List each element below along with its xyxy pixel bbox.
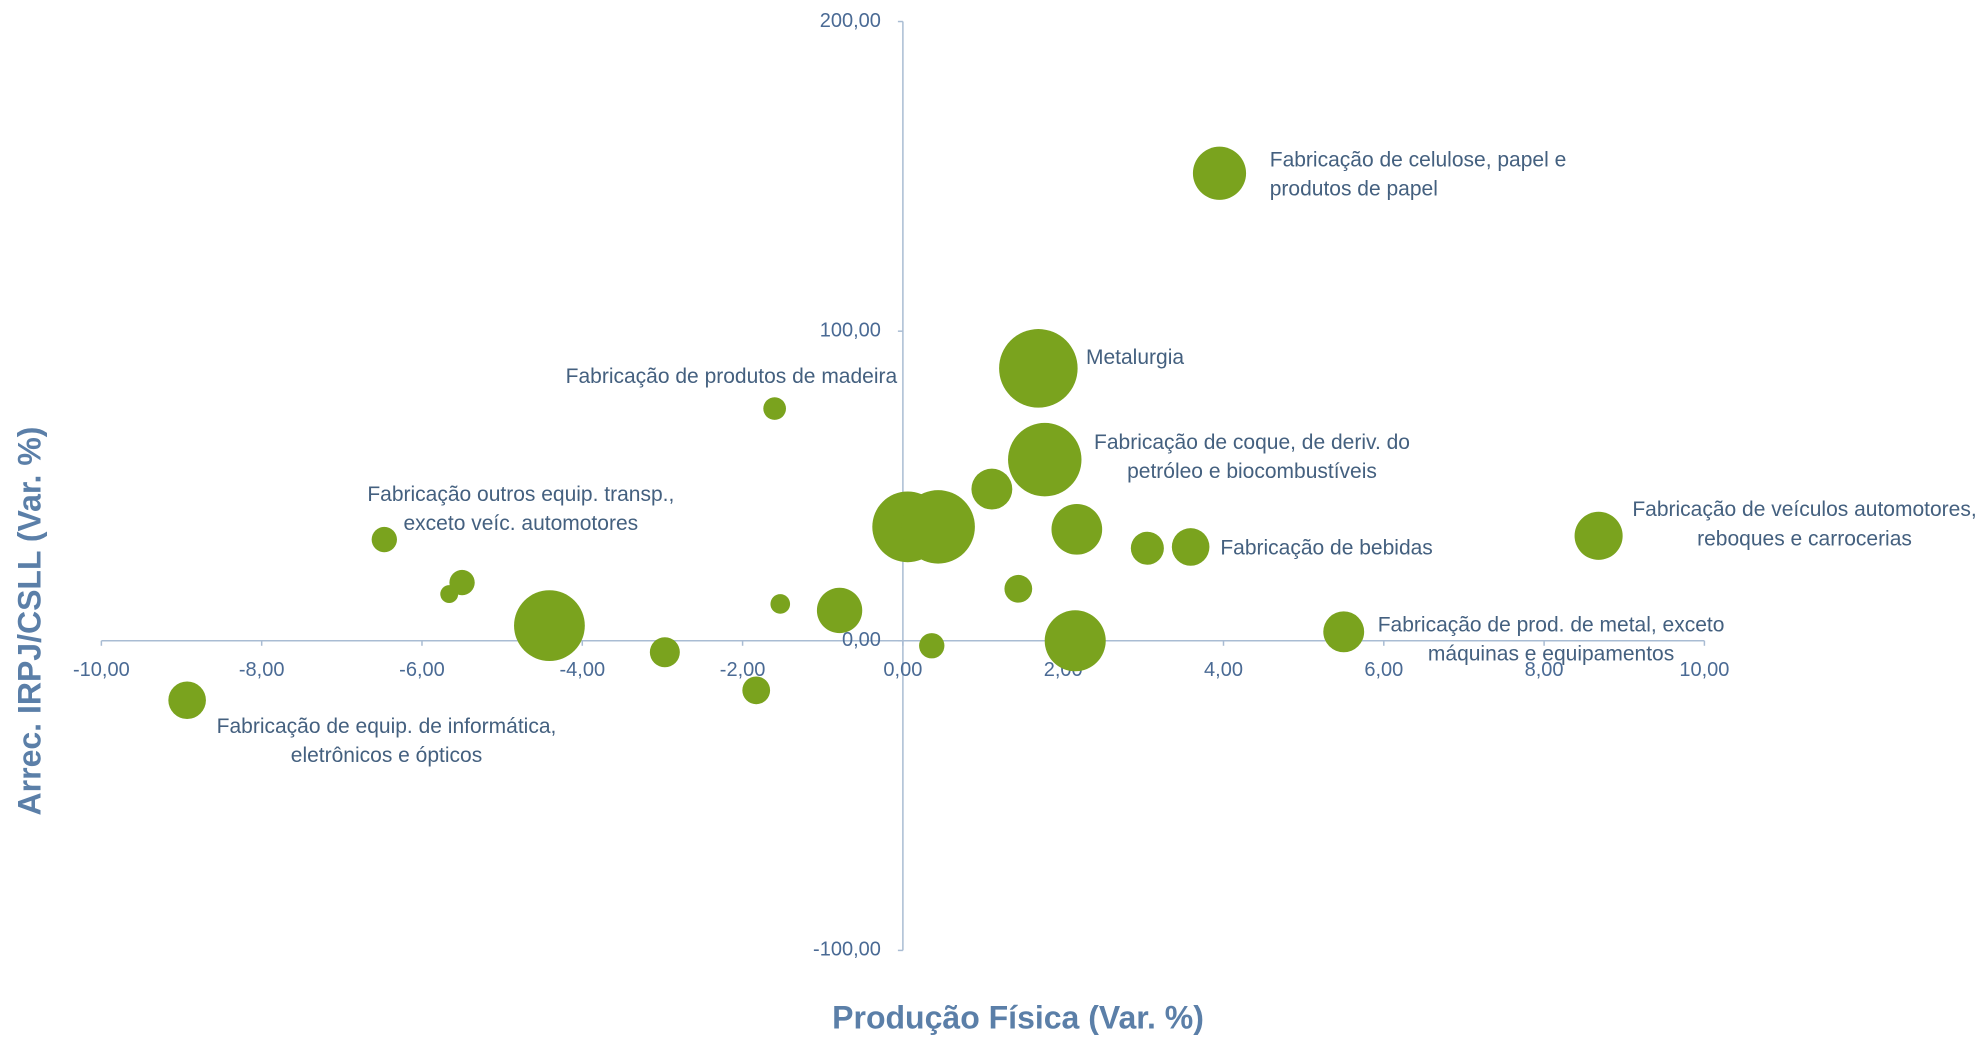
- bubble-label: produtos de papel: [1270, 178, 1438, 201]
- bubble: [1008, 422, 1082, 497]
- bubble-label: Fabricação de prod. de metal, exceto: [1378, 614, 1725, 637]
- bubble: [1004, 574, 1033, 603]
- bubble-label: Fabricação outros equip. transp.,: [367, 483, 674, 506]
- x-tick-label: 6,00: [1364, 659, 1403, 681]
- bubble-label: petróleo e biocombustíveis: [1127, 460, 1377, 483]
- x-tick-label: -10,00: [73, 659, 130, 681]
- bubble: [168, 681, 206, 720]
- x-tick-label: -6,00: [399, 659, 445, 681]
- bubble: [649, 637, 680, 668]
- bubble: [1044, 610, 1106, 672]
- bubble: [919, 633, 945, 659]
- y-tick-label: 100,00: [820, 319, 881, 341]
- bubble: [742, 676, 771, 705]
- bubble: [763, 397, 786, 420]
- bubble: [440, 585, 459, 603]
- bubble-label: Fabricação de bebidas: [1220, 536, 1432, 559]
- x-tick-label: 10,00: [1679, 659, 1729, 681]
- x-axis-title: Produção Física (Var. %): [832, 999, 1204, 1035]
- bubble: [371, 526, 397, 553]
- bubble: [1192, 146, 1247, 200]
- y-tick-label: 200,00: [820, 10, 881, 32]
- y-tick-label: 0,00: [842, 629, 881, 651]
- y-tick-label: -100,00: [813, 939, 881, 961]
- bubble: [514, 590, 585, 662]
- x-tick-label: 8,00: [1525, 659, 1564, 681]
- bubble-label: Fabricação de veículos automotores,: [1632, 498, 1976, 521]
- y-axis-title: Arrec. IRPJ/CSLL (Var. %): [11, 427, 47, 816]
- bubble-label: Fabricação de equip. de informática,: [217, 715, 557, 738]
- bubble: [1051, 503, 1103, 555]
- bubble: [1323, 611, 1365, 653]
- bubble: [971, 468, 1013, 510]
- bubble-label: Fabricação de coque, de deriv. do: [1094, 431, 1410, 454]
- bubble-label: exceto veíc. automotores: [404, 512, 639, 535]
- bubble: [1130, 531, 1164, 565]
- bubble: [1171, 528, 1210, 566]
- bubble: [1574, 511, 1623, 560]
- bubble-label: Fabricação de produtos de madeira: [566, 365, 898, 388]
- bubble-label: Metalurgia: [1086, 346, 1184, 369]
- bubble: [816, 587, 863, 634]
- bubble-label: máquinas e equipamentos: [1428, 643, 1674, 666]
- bubble-label: reboques e carrocerias: [1697, 527, 1912, 550]
- bubble: [999, 329, 1078, 408]
- x-tick-label: -2,00: [720, 659, 766, 681]
- x-tick-label: 4,00: [1204, 659, 1243, 681]
- bubble: [901, 490, 975, 564]
- x-tick-label: -8,00: [239, 659, 285, 681]
- bubble-label: eletrônicos e ópticos: [291, 744, 482, 767]
- x-tick-label: 0,00: [883, 659, 922, 681]
- bubble: [770, 594, 791, 614]
- bubble-label: Fabricação de celulose, papel e: [1270, 148, 1567, 171]
- x-tick-label: -4,00: [559, 659, 605, 681]
